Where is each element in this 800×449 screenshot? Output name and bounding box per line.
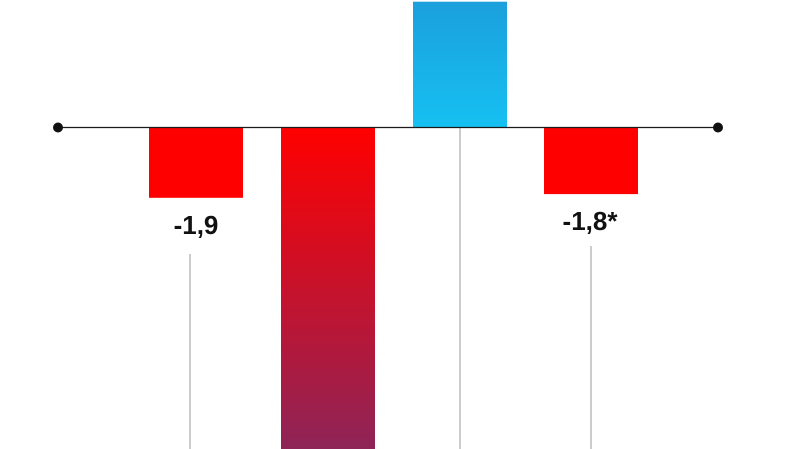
leader-lines (189, 127, 592, 449)
bar-2 (281, 127, 375, 449)
bar-4-value-label: -1,8* (563, 206, 619, 236)
axis-left-endpoint (53, 122, 63, 133)
bar-1-value-label: -1,9 (174, 210, 219, 240)
data-labels: -1,9 -1,8* (174, 206, 619, 240)
bars (149, 1, 638, 449)
bar-3 (413, 1, 507, 128)
bar-4 (544, 127, 638, 195)
axis-right-endpoint (713, 122, 723, 133)
bar-1 (149, 127, 243, 198)
